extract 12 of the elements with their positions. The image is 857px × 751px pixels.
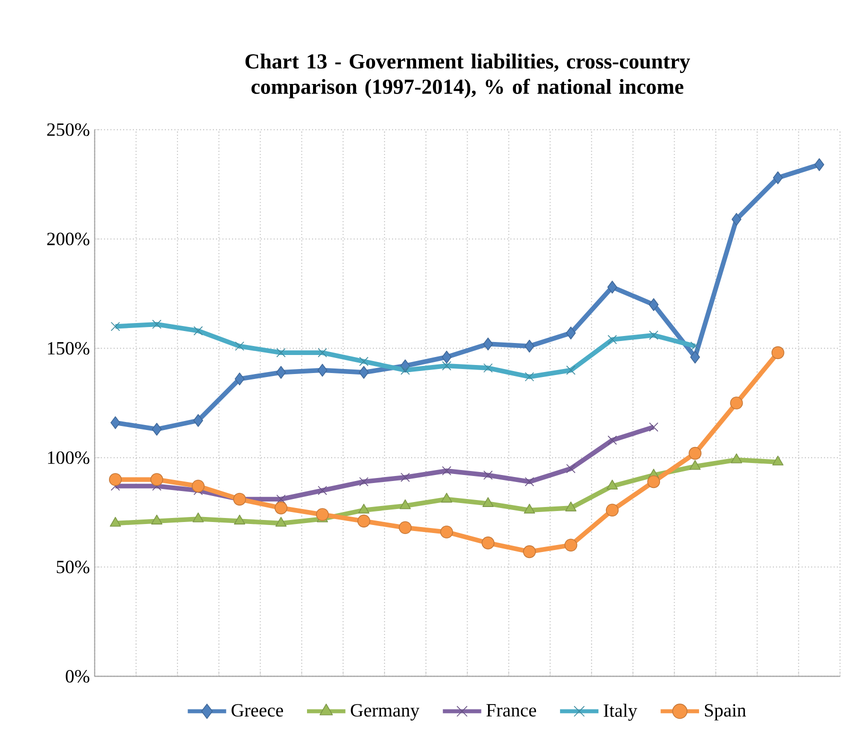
y-tick-label: 150% xyxy=(48,342,90,355)
y-tick-label: 100% xyxy=(48,451,90,464)
y-tick-label: 200% xyxy=(47,232,90,246)
y-tick-label: 0% xyxy=(66,670,90,683)
legend-label: Greece xyxy=(232,704,284,717)
legend-label: France xyxy=(486,704,536,717)
chart-title: Chart 13 - Government liabilities, cross-country comparison (1997-2014), % of national income xyxy=(245,54,690,98)
y-tick-label: 250% xyxy=(47,123,90,136)
legend-label: Spain xyxy=(704,704,746,720)
legend-label: Germany xyxy=(350,704,420,720)
y-tick-label: 50% xyxy=(56,560,90,574)
legend-label: Italy xyxy=(604,704,638,721)
